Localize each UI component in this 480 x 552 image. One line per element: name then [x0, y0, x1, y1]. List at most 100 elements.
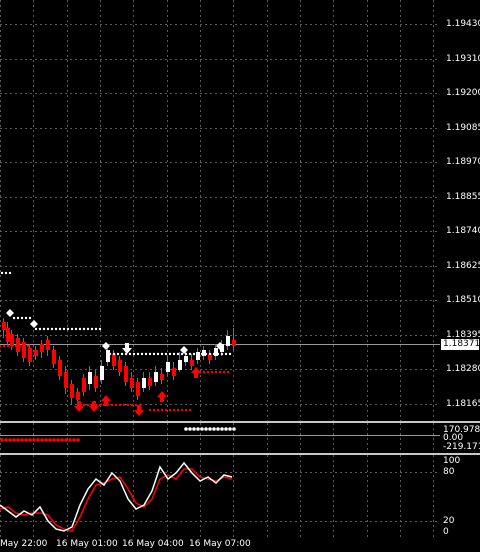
- bear-candle: [64, 372, 68, 388]
- resistance-dot: [196, 352, 200, 356]
- indicator1-chart: [0, 423, 440, 453]
- stoch-label-20: 20: [443, 516, 455, 526]
- resistance-dot: [160, 352, 164, 356]
- bear-candle: [28, 348, 32, 362]
- pane-separator[interactable]: [0, 453, 480, 455]
- support-dot: [98, 403, 102, 407]
- bear-candle: [136, 382, 140, 396]
- indicator-dot-white: [184, 427, 188, 431]
- support-dot: [164, 408, 168, 412]
- resistance-dot: [62, 327, 66, 331]
- resistance-dot: [20, 316, 24, 320]
- main-chart-pane[interactable]: [0, 0, 440, 421]
- resistance-dot: [144, 352, 148, 356]
- stoch-label-80: 80: [443, 467, 455, 477]
- support-dot: [206, 370, 210, 374]
- resistance-dot: [132, 352, 136, 356]
- bull-candle: [184, 356, 188, 362]
- resistance-dot: [38, 327, 42, 331]
- support-dot: [176, 408, 180, 412]
- resistance-dot: [94, 327, 98, 331]
- resistance-dot: [54, 327, 58, 331]
- support-dot: [0, 344, 2, 348]
- indicator-dot-red: [72, 438, 76, 442]
- resistance-dot: [208, 352, 212, 356]
- pane-separator[interactable]: [0, 421, 480, 423]
- support-dot: [152, 408, 156, 412]
- support-dot: [156, 408, 160, 412]
- ind1-label-min: -219.171: [443, 442, 480, 452]
- resistance-dot: [46, 327, 50, 331]
- resistance-dot: [98, 327, 102, 331]
- price-axis-label: 1.18855: [446, 192, 480, 202]
- price-axis-label: 1.18395: [446, 330, 480, 340]
- diamond-marker: [30, 320, 38, 328]
- resistance-dot: [50, 327, 54, 331]
- bull-candle: [154, 372, 158, 382]
- resistance-dot: [156, 352, 160, 356]
- resistance-dot: [188, 352, 192, 356]
- support-dot: [6, 344, 10, 348]
- resistance-dot: [70, 327, 74, 331]
- resistance-dot: [224, 352, 228, 356]
- resistance-dot: [128, 352, 132, 356]
- indicator-dot-white: [200, 427, 204, 431]
- bull-candle: [214, 348, 218, 356]
- bear-candle: [118, 360, 122, 372]
- bull-candle: [100, 366, 104, 380]
- resistance-dot: [90, 327, 94, 331]
- price-axis-label: 1.18625: [446, 261, 480, 271]
- indicator-dot-red: [4, 438, 8, 442]
- resistance-dot: [148, 352, 152, 356]
- support-dot: [222, 370, 226, 374]
- bear-candle: [16, 338, 20, 352]
- support-dot: [148, 408, 152, 412]
- support-dot: [130, 403, 134, 407]
- support-dot: [168, 408, 172, 412]
- price-axis: 1.19430 1.19310 1.19200 1.19085 1.18970 1.188…: [440, 0, 480, 421]
- resistance-dot: [82, 327, 86, 331]
- indicator-dot-red: [16, 438, 20, 442]
- buy-arrow-icon: [191, 367, 201, 378]
- sell-arrow-icon: [134, 405, 144, 416]
- support-dot: [218, 370, 222, 374]
- resistance-dot: [12, 316, 16, 320]
- bear-candle: [130, 378, 134, 388]
- indicator1-pane[interactable]: [0, 423, 440, 453]
- indicator-dot-red: [76, 438, 80, 442]
- support-dot: [214, 370, 218, 374]
- bear-candle: [160, 374, 164, 380]
- bull-candle: [142, 378, 146, 388]
- resistance-dot: [42, 327, 46, 331]
- stochastic-pane[interactable]: [0, 455, 440, 538]
- bear-candle: [190, 360, 194, 366]
- indicator1-axis: 170.9784 0.00 -219.171: [440, 423, 480, 453]
- resistance-dot: [152, 352, 156, 356]
- time-label: May 22:00: [0, 539, 48, 549]
- resistance-dot: [74, 327, 78, 331]
- resistance-dot: [212, 352, 216, 356]
- indicator-dot-red: [56, 438, 60, 442]
- price-axis-label: 1.19200: [446, 88, 480, 98]
- bear-candle: [124, 366, 128, 382]
- indicator-dot-white: [192, 427, 196, 431]
- price-chart[interactable]: [0, 0, 440, 421]
- buy-arrow-icon: [101, 395, 111, 406]
- indicator-dot-red: [52, 438, 56, 442]
- indicator-dot-white: [208, 427, 212, 431]
- bear-candle: [172, 368, 176, 376]
- bull-candle: [166, 362, 170, 372]
- support-dot: [18, 344, 22, 348]
- bear-candle: [58, 360, 62, 376]
- bull-candle: [106, 350, 110, 362]
- resistance-dot: [28, 316, 32, 320]
- time-axis: May 22:00 16 May 01:00 16 May 04:00 16 M…: [0, 538, 480, 552]
- support-dot: [22, 344, 26, 348]
- price-axis-label: 1.18740: [446, 226, 480, 236]
- support-dot: [122, 403, 126, 407]
- diamond-marker: [180, 346, 188, 354]
- indicator-dot-white: [224, 427, 228, 431]
- resistance-dot: [184, 352, 188, 356]
- support-dot: [226, 370, 230, 374]
- indicator-dot-red: [8, 438, 12, 442]
